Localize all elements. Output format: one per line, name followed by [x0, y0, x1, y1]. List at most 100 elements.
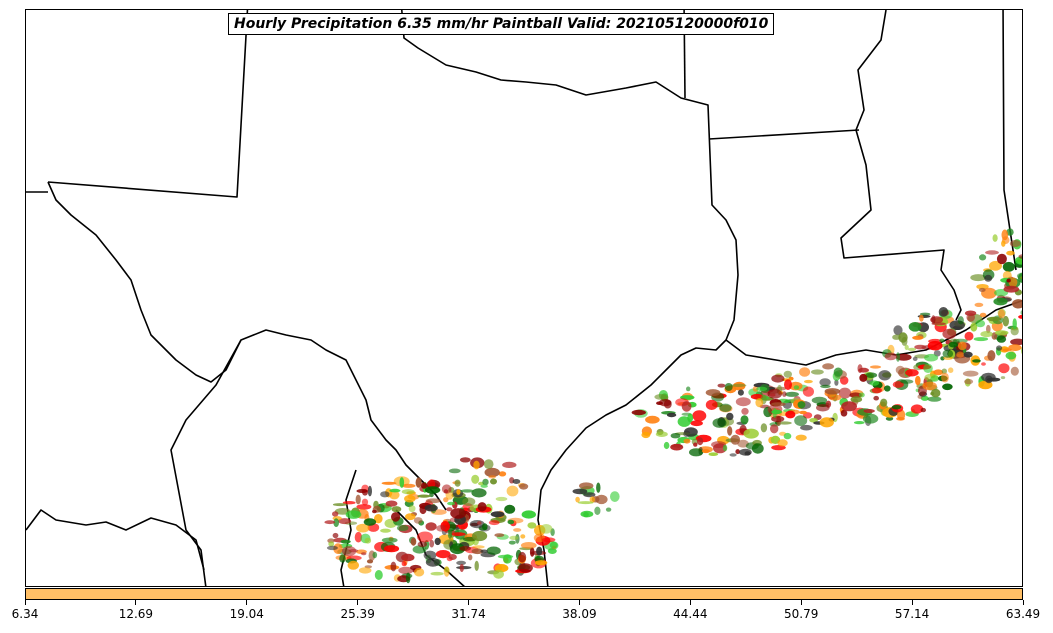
- colorbar-tick: [357, 600, 359, 605]
- precip-blob: [605, 507, 612, 512]
- precip-blob: [771, 402, 786, 407]
- mexico-border-4: [340, 469, 357, 586]
- precip-blob: [920, 407, 926, 413]
- precip-blob: [824, 388, 841, 395]
- precip-blob: [413, 517, 423, 524]
- precip-blob: [454, 479, 461, 487]
- precip-blob: [508, 540, 516, 545]
- precip-blob: [797, 401, 806, 409]
- precip-blob: [427, 479, 436, 489]
- precip-blob: [752, 386, 759, 392]
- precip-blob: [919, 312, 931, 316]
- precip-blob: [931, 315, 936, 324]
- precip-blob: [859, 373, 868, 382]
- la-border: [840, 10, 962, 321]
- precip-blob: [396, 524, 409, 532]
- precip-blob: [509, 535, 519, 541]
- precip-blob: [785, 391, 799, 397]
- precip-blob: [838, 387, 852, 399]
- precip-blob: [1001, 229, 1009, 241]
- precip-blob: [771, 415, 785, 423]
- colorbar: [25, 588, 1023, 600]
- precip-blob: [456, 560, 466, 566]
- precip-blob: [912, 356, 918, 361]
- precip-blob: [1010, 366, 1019, 376]
- precip-blob: [985, 250, 999, 255]
- precip-blob: [1010, 326, 1019, 336]
- precip-blob: [793, 385, 800, 390]
- precip-blob: [540, 524, 553, 534]
- precip-blob: [367, 485, 372, 497]
- precip-blob: [513, 528, 522, 532]
- precip-blob: [381, 481, 397, 485]
- precip-blob: [474, 560, 479, 572]
- precip-blob: [354, 531, 363, 543]
- precip-blob: [948, 341, 959, 348]
- precip-blob: [391, 512, 401, 522]
- precip-blob: [811, 396, 828, 404]
- precip-blob: [412, 545, 427, 554]
- precip-blob: [933, 369, 944, 376]
- precip-blob: [834, 379, 839, 386]
- coast-line: [725, 299, 1022, 366]
- precip-blob: [1008, 344, 1022, 351]
- precip-blob: [417, 531, 433, 543]
- precip-blob: [374, 514, 383, 524]
- precip-blob: [771, 374, 785, 383]
- precip-blob: [390, 561, 397, 572]
- precip-blob: [358, 567, 372, 574]
- precip-blob: [527, 522, 537, 529]
- precip-blob: [518, 551, 527, 563]
- precip-blob: [408, 505, 416, 513]
- precip-blob: [992, 234, 998, 242]
- precip-blob: [410, 537, 417, 546]
- precip-blob: [583, 511, 589, 518]
- precip-blob: [760, 423, 768, 433]
- precip-blob: [399, 477, 405, 488]
- precip-blob: [339, 554, 346, 563]
- precip-layer: [324, 228, 1022, 584]
- precip-blob: [417, 541, 427, 548]
- precip-blob: [462, 497, 476, 507]
- precip-blob: [436, 525, 446, 532]
- precip-blob: [655, 431, 668, 438]
- mexico-border-3: [26, 509, 205, 571]
- map-title: Hourly Precipitation 6.35 mm/hr Paintbal…: [228, 13, 775, 35]
- precip-blob: [380, 528, 391, 533]
- precip-blob: [908, 322, 922, 332]
- precip-blob: [693, 442, 698, 447]
- precip-blob: [820, 384, 831, 389]
- precip-blob: [931, 388, 941, 398]
- precip-blob: [743, 428, 759, 439]
- precip-blob: [380, 491, 390, 498]
- colorbar-tick-label: 63.49: [1005, 607, 1041, 621]
- precip-blob: [490, 511, 505, 518]
- precip-blob: [878, 370, 891, 381]
- precip-blob: [962, 370, 979, 377]
- precip-blob: [993, 297, 1008, 306]
- precip-blob: [596, 482, 601, 493]
- precip-blob: [1018, 314, 1022, 319]
- precip-blob: [459, 564, 464, 572]
- precip-blob: [534, 560, 548, 566]
- precip-blob: [998, 309, 1006, 319]
- precip-blob: [420, 482, 428, 489]
- precip-blob: [401, 483, 416, 488]
- precip-blob: [996, 253, 1007, 265]
- precip-blob: [577, 501, 594, 505]
- precip-blob: [398, 566, 414, 575]
- precip-blob: [850, 396, 863, 403]
- precip-blob: [333, 518, 340, 527]
- precip-blob: [964, 310, 977, 316]
- precip-blob: [964, 378, 974, 385]
- colorbar-tick: [246, 600, 248, 605]
- precip-blob: [756, 386, 768, 392]
- precip-blob: [737, 389, 744, 396]
- precip-blob: [770, 424, 779, 434]
- precip-blob: [1002, 261, 1015, 272]
- precip-blob: [361, 498, 369, 506]
- precip-blob: [963, 351, 973, 358]
- precip-blob: [645, 415, 660, 424]
- precip-blob: [978, 287, 986, 292]
- precip-blob: [441, 484, 452, 494]
